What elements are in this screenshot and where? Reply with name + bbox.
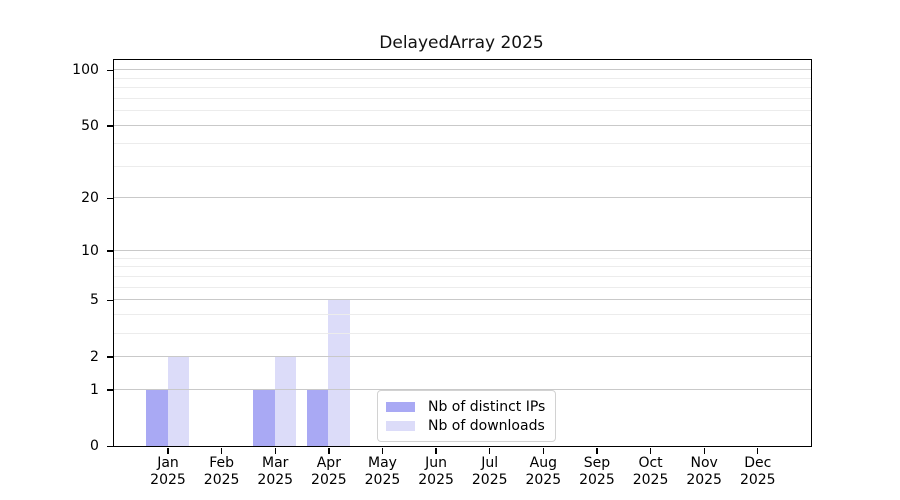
y-tick [106, 445, 113, 448]
gridline-major [114, 299, 811, 301]
x-tick-label: Jun 2025 [418, 455, 454, 489]
x-tick [167, 447, 169, 454]
gridline-minor [114, 77, 811, 79]
x-tick [757, 447, 759, 454]
x-tick-label: Aug 2025 [525, 455, 562, 489]
x-tick-label: Apr 2025 [311, 455, 347, 489]
plot-area: Nb of distinct IPs Nb of downloads [113, 59, 812, 447]
y-tick-label: 10 [81, 242, 99, 259]
x-tick [220, 447, 223, 454]
bar-downloads-mar [274, 356, 297, 446]
bar-downloads-apr [328, 299, 350, 446]
y-tick-label: 0 [89, 438, 99, 455]
legend-label: Nb of distinct IPs [428, 398, 546, 415]
x-tick-label: Jan 2025 [150, 455, 186, 489]
y-tick-label: 1 [89, 381, 99, 398]
legend-swatch-icon [386, 401, 415, 412]
x-tick-label: May 2025 [364, 455, 401, 489]
legend: Nb of distinct IPs Nb of downloads [377, 390, 557, 442]
legend-item: Nb of distinct IPs [386, 397, 545, 416]
gridline-minor [114, 286, 811, 288]
gridline-minor [114, 110, 811, 112]
x-tick [381, 447, 384, 454]
legend-swatch-icon [386, 420, 415, 431]
gridline-minor [114, 266, 811, 268]
y-tick-label: 50 [81, 117, 99, 134]
y-tick-label: 100 [72, 62, 99, 79]
gridline-minor [114, 142, 811, 144]
y-tick [106, 197, 113, 199]
x-tick [489, 447, 491, 454]
x-tick-label: Nov 2025 [686, 455, 722, 489]
y-tick [106, 356, 113, 358]
y-tick [106, 250, 113, 252]
x-tick [328, 447, 330, 454]
y-tick [106, 69, 113, 71]
gridline-major [114, 389, 811, 390]
x-tick [274, 447, 276, 454]
x-tick [435, 447, 437, 454]
y-tick-label: 2 [89, 348, 99, 365]
x-tick [703, 447, 705, 454]
gridline-major [114, 355, 811, 357]
gridline-minor [114, 98, 811, 100]
gridline-major [114, 125, 811, 127]
gridline-minor [114, 257, 811, 259]
x-tick-label: Dec 2025 [739, 455, 776, 489]
gridline-minor [114, 87, 811, 89]
y-tick-label: 5 [89, 292, 99, 309]
bar-distinct-ips-mar [253, 389, 275, 446]
gridline-minor [114, 276, 811, 278]
x-tick [542, 447, 544, 454]
y-tick [106, 299, 113, 302]
x-tick-label: Mar 2025 [257, 455, 294, 489]
x-tick-label: Sep 2025 [579, 455, 615, 489]
x-tick [596, 447, 598, 454]
bar-downloads-jan [167, 356, 190, 446]
y-tick [106, 125, 113, 127]
bar-distinct-ips-jan [146, 389, 168, 446]
x-tick-label: Oct 2025 [632, 455, 669, 489]
legend-item: Nb of downloads [386, 416, 545, 435]
gridline-major [114, 197, 811, 199]
x-tick-label: Jul 2025 [471, 455, 508, 489]
bar-distinct-ips-apr [307, 389, 329, 446]
x-tick-label: Feb 2025 [203, 455, 240, 489]
gridline-minor [114, 165, 811, 167]
x-tick [649, 447, 652, 454]
gridline-minor [114, 332, 811, 334]
gridline-major [114, 250, 811, 252]
grid-layer [114, 60, 811, 446]
y-tick [106, 389, 113, 391]
gridline-minor [114, 314, 811, 316]
chart-title: DelayedArray 2025 [379, 33, 544, 53]
bars-layer [114, 60, 811, 446]
gridline-major [114, 69, 811, 71]
y-tick-label: 20 [81, 190, 99, 207]
legend-label: Nb of downloads [428, 417, 545, 434]
